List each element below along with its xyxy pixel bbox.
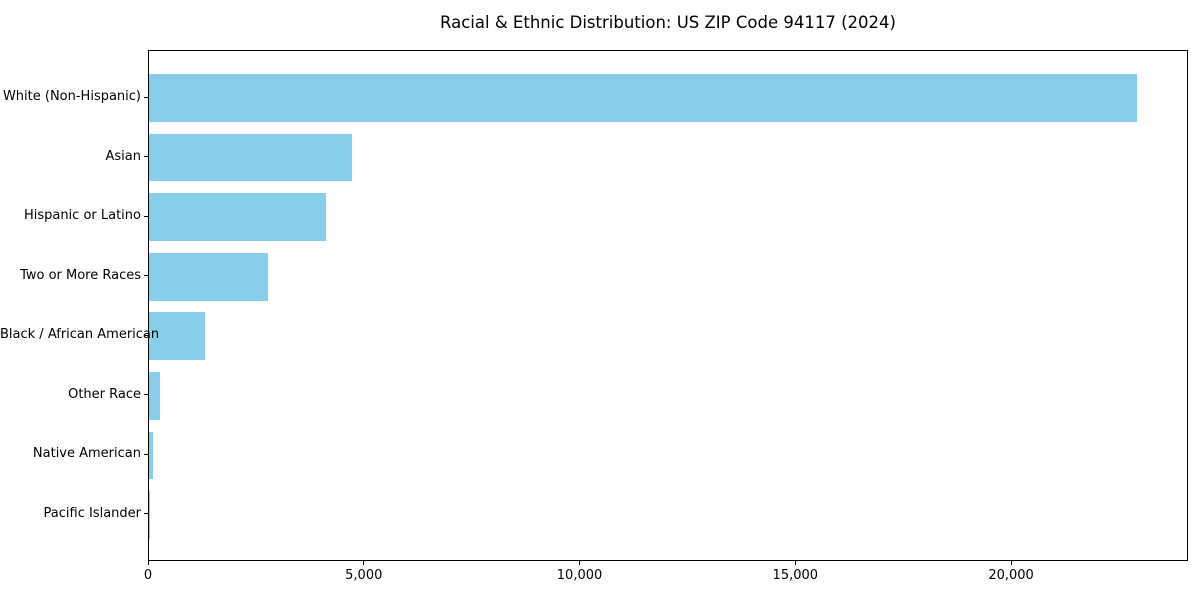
bar bbox=[149, 431, 154, 480]
y-tick-mark bbox=[144, 394, 148, 396]
x-tick-mark bbox=[363, 561, 365, 565]
chart-title: Racial & Ethnic Distribution: US ZIP Cod… bbox=[440, 13, 896, 32]
y-tick-label: Asian bbox=[105, 148, 141, 164]
y-tick-mark bbox=[144, 334, 148, 336]
y-tick-mark bbox=[144, 215, 148, 217]
bar bbox=[149, 133, 352, 182]
x-tick-mark bbox=[1010, 561, 1012, 565]
y-tick-label: White (Non-Hispanic) bbox=[2, 89, 141, 105]
y-tick-label: Two or More Races bbox=[20, 267, 141, 283]
x-tick-label: 5,000 bbox=[345, 568, 383, 583]
bar bbox=[149, 491, 150, 539]
plot-area bbox=[148, 50, 1188, 561]
bar bbox=[149, 312, 206, 361]
x-tick-label: 20,000 bbox=[988, 568, 1034, 583]
y-tick-label: Hispanic or Latino bbox=[23, 208, 141, 224]
bar bbox=[149, 252, 268, 301]
y-tick-mark bbox=[144, 96, 148, 98]
x-tick-mark bbox=[147, 561, 149, 565]
bar bbox=[149, 193, 326, 241]
y-tick-mark bbox=[144, 513, 148, 515]
y-tick-label: Other Race bbox=[68, 386, 141, 402]
y-tick-label: Native American bbox=[32, 446, 141, 462]
y-tick-label: Pacific Islander bbox=[43, 505, 141, 521]
bar bbox=[149, 74, 1138, 122]
x-tick-mark bbox=[794, 561, 796, 565]
x-tick-label: 15,000 bbox=[772, 568, 819, 583]
bar bbox=[149, 372, 160, 420]
x-tick-mark bbox=[579, 561, 581, 565]
y-tick-label: Black / African American bbox=[0, 327, 160, 343]
x-tick-label: 10,000 bbox=[556, 568, 603, 583]
y-tick-mark bbox=[144, 275, 148, 277]
y-tick-mark bbox=[144, 156, 148, 158]
x-tick-label: 0 bbox=[143, 568, 153, 583]
y-tick-mark bbox=[144, 453, 148, 455]
